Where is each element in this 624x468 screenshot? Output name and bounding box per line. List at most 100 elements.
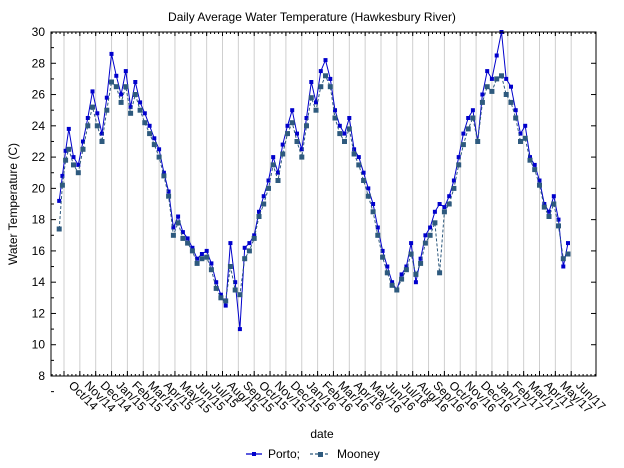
- data-point: [299, 147, 304, 152]
- data-point: [132, 92, 138, 97]
- data-point: [489, 88, 495, 94]
- data-point: [147, 123, 152, 128]
- legend: Porto; Mooney: [246, 447, 380, 461]
- y-tick-label: 26: [32, 88, 46, 102]
- data-point: [528, 155, 532, 160]
- data-point: [375, 232, 381, 238]
- data-point: [195, 256, 200, 261]
- data-point: [104, 107, 110, 113]
- data-point: [233, 280, 238, 285]
- data-point: [361, 170, 366, 175]
- data-point: [138, 100, 143, 105]
- data-point: [352, 147, 357, 152]
- data-point: [190, 245, 195, 250]
- series-layer: [56, 30, 571, 332]
- data-point: [308, 95, 314, 101]
- data-point: [57, 198, 62, 203]
- data-point: [346, 126, 352, 132]
- data-point: [342, 139, 347, 144]
- data-point: [276, 170, 280, 175]
- data-point: [370, 209, 376, 215]
- data-point: [63, 148, 68, 153]
- data-point: [280, 151, 286, 157]
- data-point: [76, 162, 81, 167]
- legend-item-porto: Porto;: [246, 447, 300, 461]
- data-point: [428, 225, 433, 230]
- series-porto: [57, 30, 570, 332]
- data-point: [527, 157, 533, 163]
- data-point: [237, 292, 243, 298]
- data-point: [418, 260, 424, 266]
- data-point: [356, 162, 362, 168]
- data-point: [413, 271, 419, 277]
- data-point: [289, 120, 295, 126]
- data-point: [175, 220, 181, 226]
- data-point: [328, 76, 333, 81]
- data-point: [204, 248, 209, 253]
- data-point: [456, 155, 461, 160]
- y-tick-label: 12: [32, 306, 46, 320]
- data-point: [532, 167, 538, 173]
- data-point: [261, 194, 266, 199]
- data-point: [66, 146, 72, 152]
- data-point: [185, 236, 190, 241]
- data-point: [408, 251, 414, 257]
- data-point: [66, 126, 71, 131]
- data-point: [304, 116, 309, 120]
- data-point: [71, 162, 76, 168]
- data-point: [227, 264, 233, 269]
- data-point: [285, 131, 290, 137]
- data-point: [418, 256, 423, 261]
- data-point: [351, 151, 357, 157]
- data-point: [156, 154, 162, 160]
- data-point: [176, 214, 181, 219]
- data-point: [113, 84, 119, 90]
- data-point: [232, 287, 238, 293]
- data-point: [551, 201, 557, 207]
- data-point: [208, 267, 214, 273]
- data-point: [446, 201, 452, 207]
- data-point: [128, 110, 134, 116]
- data-point: [314, 100, 318, 105]
- data-point: [85, 123, 91, 129]
- data-point: [109, 51, 114, 56]
- data-point: [394, 287, 400, 293]
- data-point: [560, 256, 566, 262]
- data-point: [137, 107, 143, 113]
- chart-title: Daily Average Water Temperature (Hawkesb…: [168, 10, 456, 24]
- data-point: [361, 178, 367, 183]
- data-point: [123, 84, 129, 90]
- data-point: [513, 115, 519, 121]
- data-point: [199, 252, 204, 256]
- data-point: [466, 116, 471, 120]
- data-point: [456, 162, 462, 168]
- data-point: [204, 254, 210, 260]
- data-point: [489, 76, 494, 81]
- data-point: [375, 225, 380, 230]
- data-point: [247, 241, 252, 246]
- data-point: [151, 142, 157, 148]
- data-point: [180, 235, 186, 241]
- data-point: [390, 280, 395, 285]
- data-point: [275, 178, 281, 183]
- data-point: [157, 147, 162, 152]
- data-point: [494, 76, 500, 82]
- data-point: [290, 108, 295, 113]
- legend-item-mooney: Mooney: [310, 447, 380, 461]
- data-point: [100, 131, 104, 136]
- data-point: [541, 204, 547, 210]
- data-point: [142, 120, 148, 126]
- data-point: [389, 282, 395, 288]
- data-point: [432, 209, 437, 214]
- data-point: [256, 214, 262, 219]
- data-point: [566, 241, 570, 246]
- data-point: [399, 276, 405, 282]
- data-point: [494, 53, 499, 58]
- data-point: [118, 99, 124, 105]
- data-point: [422, 240, 428, 246]
- legend-marker-mooney: [318, 452, 323, 457]
- data-point: [251, 235, 257, 241]
- data-point: [356, 155, 361, 160]
- series-mooney: [56, 73, 571, 304]
